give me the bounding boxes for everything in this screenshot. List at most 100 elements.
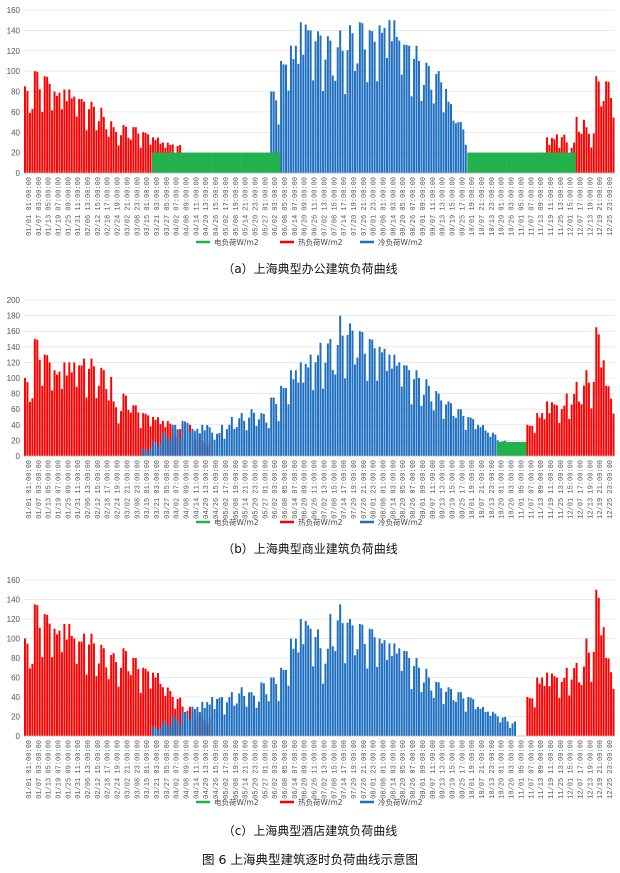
bar-heat — [570, 679, 573, 736]
bar-cool — [464, 430, 467, 456]
x-tick-label: 11/01 05:00:00 — [518, 460, 526, 519]
bar-cool — [196, 428, 199, 456]
bar-cool — [418, 60, 420, 173]
bar-cool — [142, 448, 145, 456]
bar-cool — [297, 382, 300, 456]
y-tick-label: 100 — [7, 635, 21, 644]
bar-heat — [161, 687, 164, 736]
bar-heat — [115, 407, 118, 456]
bar-cool — [413, 58, 416, 173]
x-tick-label: 06/14 07:00:00 — [292, 740, 300, 799]
bar-heat — [65, 101, 68, 173]
bar-cool — [442, 418, 445, 456]
bar-cool — [203, 707, 206, 736]
x-tick-label: 03/08 23:00:00 — [134, 460, 142, 519]
x-tick-label: 06/26 11:00:00 — [312, 177, 320, 236]
x-tick-label: 01/31 11:00:00 — [75, 740, 83, 799]
bar-heat — [585, 370, 588, 456]
bar-heat — [117, 686, 120, 736]
x-tick-label: 05/02 17:00:00 — [223, 177, 231, 236]
bar-heat — [38, 627, 41, 736]
bar-cool — [445, 88, 448, 173]
bar-cool — [341, 50, 344, 173]
bar-cool — [385, 370, 388, 456]
bar-cool — [447, 401, 450, 456]
x-tick-label: 11/13 09:00:00 — [538, 740, 546, 799]
bar-cool — [188, 719, 191, 736]
bar-heat — [68, 623, 71, 736]
bar-cool — [270, 397, 273, 456]
bar-cool — [388, 643, 391, 736]
x-tick-label: 04/02 07:00:00 — [174, 740, 182, 799]
bar-cool — [482, 706, 484, 736]
x-tick-label: 12/01 15:00:00 — [568, 177, 576, 236]
bar-cool — [388, 20, 391, 173]
x-tick-label: 08/20 05:00:00 — [400, 460, 408, 519]
bar-heat — [110, 121, 113, 173]
bar-cool — [216, 699, 219, 736]
bar-heat — [26, 382, 29, 456]
bar-cool — [403, 650, 406, 736]
bar-heat — [144, 413, 147, 456]
bar-heat — [97, 121, 100, 173]
bar-cool — [317, 31, 320, 173]
bar-cool — [289, 45, 292, 173]
bar-cool — [334, 80, 337, 173]
bar-cool — [410, 689, 413, 736]
x-tick-label: 08/01 23:00:00 — [371, 740, 379, 799]
x-tick-label: 03/27 05:00:00 — [164, 460, 172, 519]
x-tick-label: 09/07 11:00:00 — [430, 177, 438, 236]
bar-cool — [240, 687, 243, 736]
bar-heat — [580, 684, 583, 736]
bar-heat — [124, 126, 127, 173]
x-tick-label: 12/07 17:00:00 — [578, 460, 586, 519]
bar-heat — [575, 662, 578, 736]
bar-cool — [174, 716, 177, 736]
bar-heat — [63, 89, 66, 173]
bar-cool — [302, 382, 305, 456]
bar-heat — [607, 658, 610, 736]
bar-cool — [319, 342, 322, 456]
bar-heat — [179, 697, 182, 736]
bar-cool — [319, 648, 322, 736]
bar-cool — [351, 33, 354, 173]
bar-cool — [494, 434, 497, 456]
bar-cool — [336, 344, 339, 456]
bar-cool — [304, 363, 307, 456]
bar-cool — [366, 668, 369, 736]
bar-heat — [605, 81, 608, 173]
bar-cool — [418, 378, 420, 456]
bar-heat — [70, 372, 73, 456]
y-tick-label: 180 — [7, 312, 21, 321]
x-tick-label: 03/21 03:00:00 — [154, 740, 162, 799]
x-tick-label: 08/20 05:00:00 — [400, 177, 408, 236]
bar-heat — [134, 127, 137, 173]
bar-cool — [257, 701, 260, 736]
bar-heat — [107, 136, 110, 173]
bar-heat — [112, 401, 115, 456]
bar-cool — [289, 370, 292, 456]
bar-cool — [383, 348, 386, 456]
bar-cool — [408, 45, 411, 173]
x-tick-label: 10/20 01:00:00 — [499, 177, 507, 236]
bar-heat — [46, 76, 49, 173]
bar-electric — [191, 152, 202, 173]
bar-cool — [166, 725, 169, 736]
bar-cool — [363, 49, 366, 173]
bar-heat — [595, 76, 598, 173]
bar-heat — [169, 691, 172, 736]
bar-cool — [164, 721, 167, 736]
bar-heat — [149, 144, 152, 173]
bar-cool — [462, 129, 465, 173]
bar-cool — [408, 370, 411, 456]
bar-heat — [149, 426, 152, 456]
bar-cool — [494, 713, 497, 736]
bar-heat — [129, 675, 132, 736]
bar-cool — [169, 439, 172, 456]
bar-heat — [149, 688, 152, 736]
bar-cool — [211, 697, 214, 736]
x-tick-label: 12/25 23:00:00 — [607, 740, 615, 799]
chart-caption-hotel: （c）上海典型酒店建筑负荷曲线 — [222, 824, 398, 838]
x-tick-label: 09/25 17:00:00 — [459, 177, 467, 236]
bar-cool — [381, 32, 384, 173]
